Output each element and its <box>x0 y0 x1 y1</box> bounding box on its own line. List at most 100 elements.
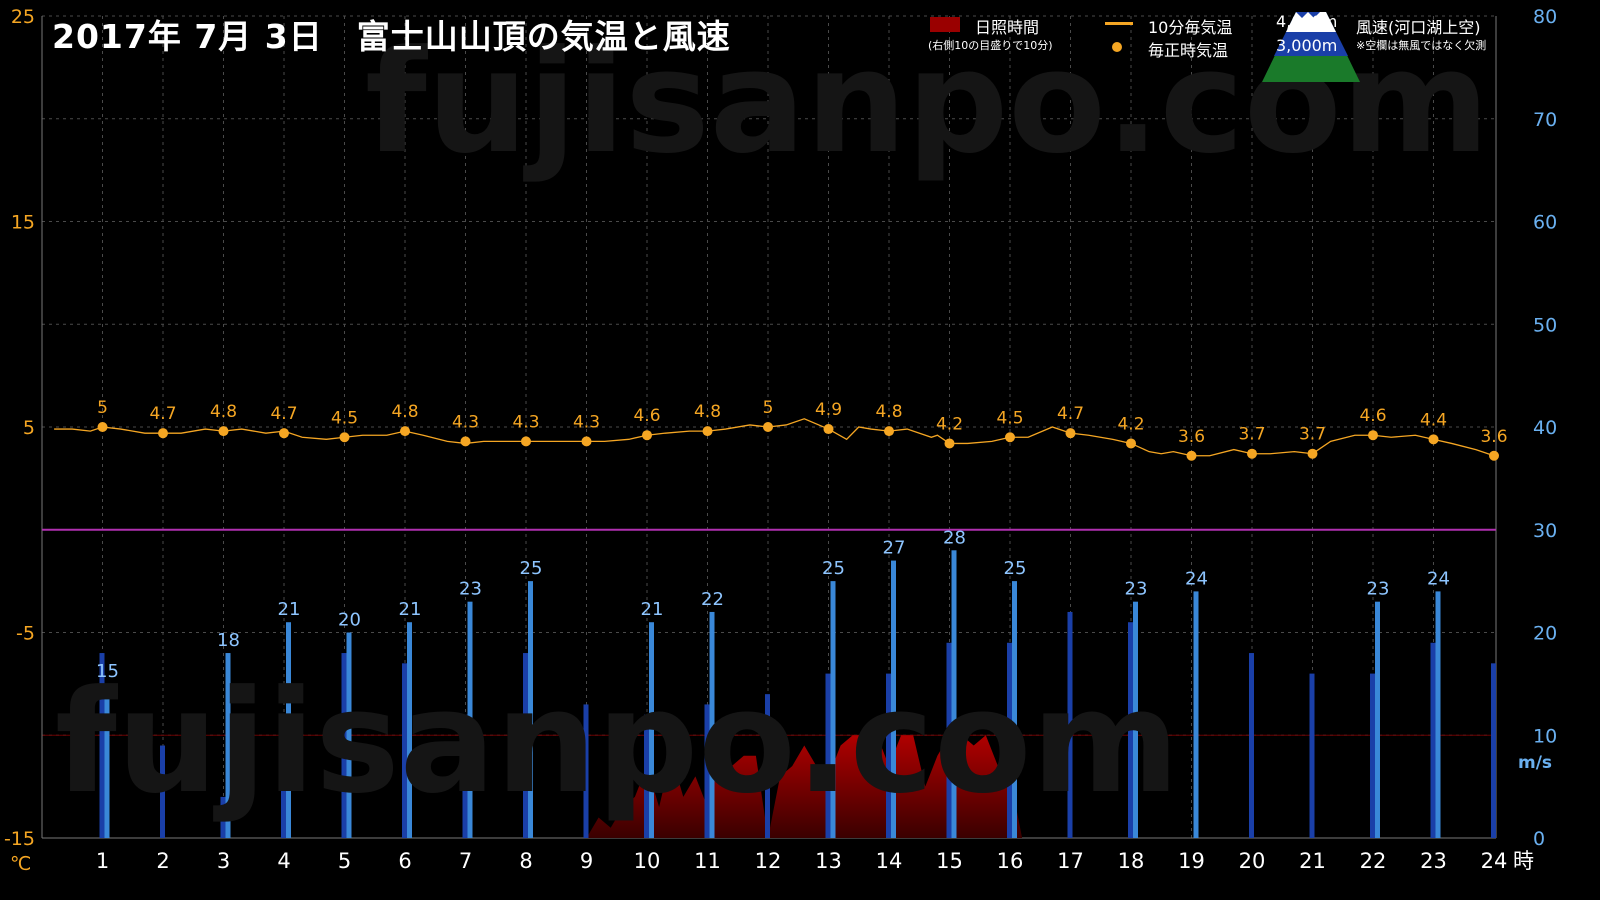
hourly-temp-value-label: 4.5 <box>996 408 1023 428</box>
wind-3000-bar <box>946 642 952 838</box>
hourly-temp-point <box>1065 428 1076 439</box>
hourly-temp-value-label: 3.7 <box>1238 425 1265 445</box>
wind-4000-bar <box>830 581 836 838</box>
wind-4000-bar <box>286 622 291 838</box>
temp10-label: 10分毎気温 <box>1148 18 1233 37</box>
wind-4000-value-label: 24 <box>1427 568 1450 589</box>
wind-4000-bar <box>528 581 533 838</box>
wind-4000-value-label: 22 <box>701 589 724 610</box>
wind-3000-bar <box>1309 673 1315 838</box>
x-tick-label: 8 <box>519 849 532 873</box>
right-tick-label: 50 <box>1533 314 1557 336</box>
right-tick-label: 20 <box>1533 623 1557 645</box>
hourly-temp-value-label: 4.7 <box>270 404 297 424</box>
wind-4000-value-label: 18 <box>217 630 240 651</box>
wind-4000-bar <box>346 632 352 838</box>
wind-label: 風速(河口湖上空) <box>1356 18 1481 37</box>
hourly-temp-point <box>158 428 168 439</box>
sunshine-polygon <box>586 735 1023 838</box>
hourly-temp-point <box>944 438 955 449</box>
hourly-temp-point <box>1126 438 1136 449</box>
hourly-temp-point <box>218 426 229 437</box>
hourly-temp-point <box>1005 432 1015 443</box>
hourly-temp-value-label: 3.7 <box>1299 425 1326 445</box>
x-tick-label: 15 <box>936 849 963 873</box>
wind-4000-value-label: 23 <box>459 579 482 600</box>
left-tick-label: 5 <box>23 417 35 439</box>
wind-3000-bar <box>644 714 649 838</box>
right-tick-label: 40 <box>1533 417 1557 439</box>
hourly-temp-value-label: 4.6 <box>633 406 660 426</box>
hourly-temp-point <box>1428 434 1439 445</box>
right-tick-label: 10 <box>1533 725 1557 747</box>
temperature-lines: 5 4.7 4.8 4.7 4.5 4.8 4.3 4.3 4.3 4.6 4.8 5 4.9 4.8 4.… <box>54 398 1508 461</box>
x-tick-label: 10 <box>634 849 661 873</box>
x-tick-label: 1 <box>96 849 109 873</box>
hourly-temp-point <box>1489 450 1499 461</box>
x-tick-label: 23 <box>1420 849 1447 873</box>
wind-4000-value-label: 25 <box>822 558 845 579</box>
wind-3000-bar <box>402 663 407 838</box>
wind-4000-bar <box>709 611 715 838</box>
sunshine-note: (右側10の目盛りで10分) <box>928 39 1053 52</box>
wind-3000-bar <box>523 653 528 838</box>
x-tick-label: 7 <box>459 849 472 873</box>
right-tick-label: 70 <box>1533 109 1557 131</box>
wind-4000-value-label: 21 <box>399 599 422 620</box>
wind-4000-value-label: 21 <box>641 599 664 620</box>
left-tick-label: -5 <box>16 623 35 645</box>
sunshine-swatch <box>930 17 960 32</box>
hourly-temp-value-label: 4.8 <box>875 402 902 422</box>
wind-4000-value-label: 27 <box>883 538 906 559</box>
wind-4000-bar <box>407 622 412 838</box>
x-tick-label: 13 <box>815 849 842 873</box>
x-tick-label: 9 <box>580 849 593 873</box>
sunshine-area <box>586 735 1023 838</box>
wind-3000-bar <box>583 704 589 838</box>
wind-4000-value-label: 21 <box>278 599 301 620</box>
wind-4000-bar <box>467 601 473 838</box>
wind-4000-bar <box>225 653 231 838</box>
wind-4000-value-label: 25 <box>520 558 543 579</box>
hourly-temp-value-label: 3.6 <box>1178 427 1205 447</box>
temp10-swatch <box>1105 22 1133 25</box>
x-tick-label: 12 <box>755 849 782 873</box>
hourly-temp-value-label: 4.8 <box>391 402 418 422</box>
x-tick-label: 3 <box>217 849 230 873</box>
wind-3000-bar <box>462 714 468 838</box>
wind-4000-value-label: 15 <box>96 661 119 682</box>
alt-4000-label: 4,000m <box>1276 12 1338 31</box>
hourly-temp-value-label: 4.8 <box>694 402 721 422</box>
x-tick-label: 17 <box>1057 849 1084 873</box>
x-tick-label: 11 <box>694 849 721 873</box>
wind-4000-value-label: 24 <box>1185 568 1208 589</box>
hourly-temp-value-label: 4.6 <box>1359 406 1386 426</box>
hourly-temp-point <box>884 426 894 437</box>
x-tick-label: 16 <box>997 849 1024 873</box>
wind-4000-value-label: 20 <box>338 610 361 631</box>
wind-4000-bar <box>1012 581 1017 838</box>
right-tick-label: 60 <box>1533 212 1557 234</box>
wind-3000-bar <box>1370 673 1375 838</box>
wind-3000-bar <box>1007 642 1012 838</box>
wind-3000-bar <box>341 653 347 838</box>
wind-3000-bar <box>99 653 105 838</box>
x-unit-label: 時 <box>1513 849 1534 873</box>
wind-note: ※空欄は無風ではなく欠測 <box>1356 39 1487 52</box>
hourly-temp-point <box>339 432 350 443</box>
x-tick-label: 6 <box>398 849 411 873</box>
wind-4000-value-label: 25 <box>1004 558 1027 579</box>
hourly-temp-value-label: 4.4 <box>1420 410 1447 430</box>
hourly-temp-point <box>400 426 410 437</box>
hourly-temp-point <box>1186 450 1197 461</box>
wind-3000-bar <box>1430 642 1436 838</box>
left-unit-label: ℃ <box>10 853 31 875</box>
hourly-temp-point <box>702 426 713 437</box>
x-tick-label: 24 <box>1481 849 1508 873</box>
chart-title: 2017年 7月 3日 富士山山頂の気温と風速 <box>52 17 731 56</box>
wind-4000-bar <box>1193 591 1199 838</box>
wind-4000-value-label: 23 <box>1125 579 1148 600</box>
right-unit-label: m/s <box>1518 753 1552 773</box>
x-tick-label: 2 <box>156 849 169 873</box>
hourly-temp-value-label: 3.6 <box>1480 427 1507 447</box>
